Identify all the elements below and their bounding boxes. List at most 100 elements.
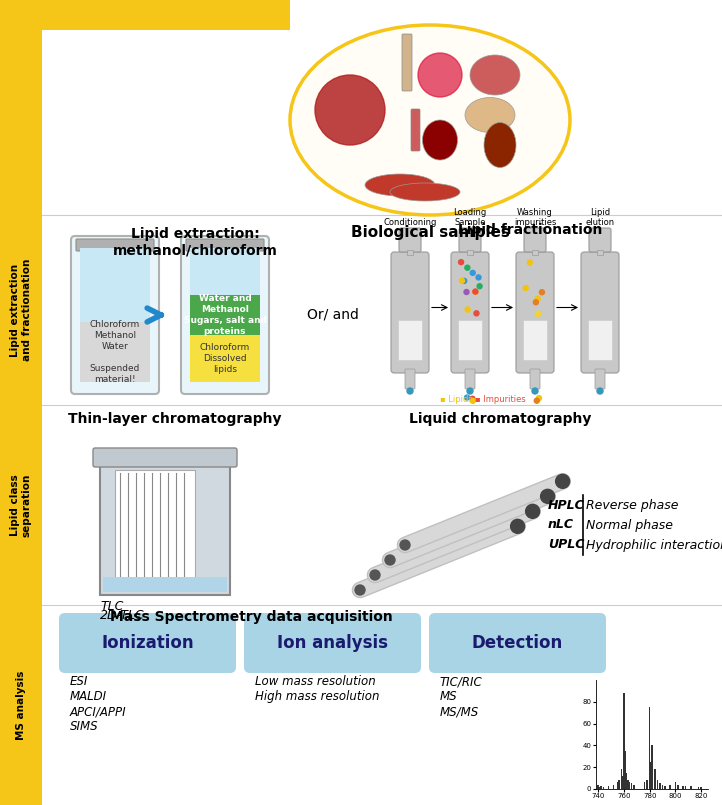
Bar [0, 0, 42, 805]
Text: Mass Spectrometry data acquisition: Mass Spectrometry data acquisition [110, 610, 393, 624]
FancyBboxPatch shape [93, 448, 237, 467]
Text: Reverse phase: Reverse phase [586, 498, 679, 511]
FancyBboxPatch shape [190, 335, 260, 382]
Bar [0, 0, 290, 30]
Text: Lipid fractionation: Lipid fractionation [458, 223, 602, 237]
Bar [625, 751, 626, 789]
FancyBboxPatch shape [100, 465, 230, 595]
Circle shape [476, 275, 481, 280]
Text: Thin-layer chromatography: Thin-layer chromatography [69, 412, 282, 426]
Text: Ion analysis: Ion analysis [277, 634, 388, 652]
FancyBboxPatch shape [244, 613, 421, 673]
Text: Low mass resolution: Low mass resolution [255, 675, 375, 688]
FancyBboxPatch shape [80, 248, 150, 322]
Bar [597, 250, 603, 255]
Text: MS analysis: MS analysis [16, 671, 26, 740]
Bar [654, 770, 656, 789]
Bar [651, 762, 652, 789]
Bar [617, 782, 618, 789]
Circle shape [535, 296, 540, 301]
Circle shape [465, 265, 470, 270]
FancyBboxPatch shape [405, 369, 415, 389]
FancyBboxPatch shape [451, 252, 489, 373]
Text: Normal phase: Normal phase [586, 518, 673, 531]
Text: High mass resolution: High mass resolution [255, 690, 380, 703]
Ellipse shape [422, 120, 458, 160]
Text: UPLC: UPLC [548, 539, 584, 551]
Text: MS/MS: MS/MS [440, 705, 479, 718]
Circle shape [534, 398, 539, 403]
Bar [622, 776, 623, 789]
Bar [682, 786, 684, 789]
Bar [532, 250, 538, 255]
FancyBboxPatch shape [59, 613, 236, 673]
FancyBboxPatch shape [76, 239, 154, 251]
Text: HPLC: HPLC [548, 498, 585, 511]
Bar [677, 785, 679, 789]
Circle shape [473, 289, 478, 294]
Bar [458, 320, 482, 360]
Ellipse shape [390, 183, 460, 201]
Text: Lipid class
separation: Lipid class separation [10, 473, 32, 537]
Circle shape [536, 312, 540, 316]
Circle shape [474, 311, 479, 316]
Text: nLC: nLC [548, 518, 574, 531]
Text: Lipid extraction:
methanol/chloroform: Lipid extraction: methanol/chloroform [113, 227, 277, 258]
Bar [646, 780, 648, 789]
Circle shape [477, 283, 482, 289]
Bar [656, 780, 658, 789]
Circle shape [370, 570, 380, 580]
Circle shape [418, 53, 462, 97]
Bar [599, 786, 600, 789]
Bar [644, 782, 645, 789]
Circle shape [556, 474, 570, 489]
Text: Conditioning: Conditioning [383, 218, 437, 227]
Circle shape [315, 75, 385, 145]
Bar [621, 770, 622, 789]
FancyBboxPatch shape [115, 470, 195, 590]
Bar [662, 785, 664, 789]
Bar [398, 320, 422, 360]
FancyBboxPatch shape [581, 252, 619, 373]
Bar [633, 785, 635, 789]
Bar [623, 693, 625, 789]
FancyBboxPatch shape [186, 239, 264, 251]
Circle shape [536, 395, 542, 401]
FancyBboxPatch shape [465, 369, 475, 389]
Circle shape [597, 388, 603, 394]
Bar [628, 782, 630, 789]
Ellipse shape [365, 174, 435, 196]
Text: MS: MS [440, 690, 458, 703]
Circle shape [534, 299, 539, 305]
Bar [649, 708, 651, 789]
Circle shape [458, 260, 464, 265]
Text: SIMS: SIMS [70, 720, 99, 733]
Bar [697, 786, 700, 789]
Bar [603, 786, 604, 789]
Circle shape [526, 504, 539, 518]
FancyBboxPatch shape [71, 236, 159, 394]
Bar [597, 785, 599, 789]
Circle shape [523, 286, 529, 291]
FancyBboxPatch shape [399, 228, 421, 252]
Circle shape [510, 519, 525, 534]
Text: Biological samples: Biological samples [351, 225, 510, 241]
Text: ▪ Lipids: ▪ Lipids [440, 395, 473, 404]
Circle shape [464, 290, 469, 295]
FancyBboxPatch shape [391, 252, 429, 373]
Bar [690, 786, 692, 789]
FancyBboxPatch shape [80, 322, 150, 382]
FancyBboxPatch shape [459, 228, 481, 252]
FancyBboxPatch shape [429, 613, 606, 673]
Circle shape [467, 388, 473, 394]
FancyBboxPatch shape [181, 236, 269, 394]
Text: Loading
Sample: Loading Sample [453, 208, 487, 227]
Ellipse shape [470, 55, 520, 95]
Text: Water and
Methanol
Sugars, salt and
proteins: Water and Methanol Sugars, salt and prot… [183, 294, 266, 336]
Circle shape [461, 279, 466, 283]
Bar [659, 783, 661, 789]
Ellipse shape [484, 122, 516, 167]
FancyBboxPatch shape [411, 109, 420, 151]
Circle shape [465, 307, 470, 312]
FancyBboxPatch shape [530, 369, 540, 389]
